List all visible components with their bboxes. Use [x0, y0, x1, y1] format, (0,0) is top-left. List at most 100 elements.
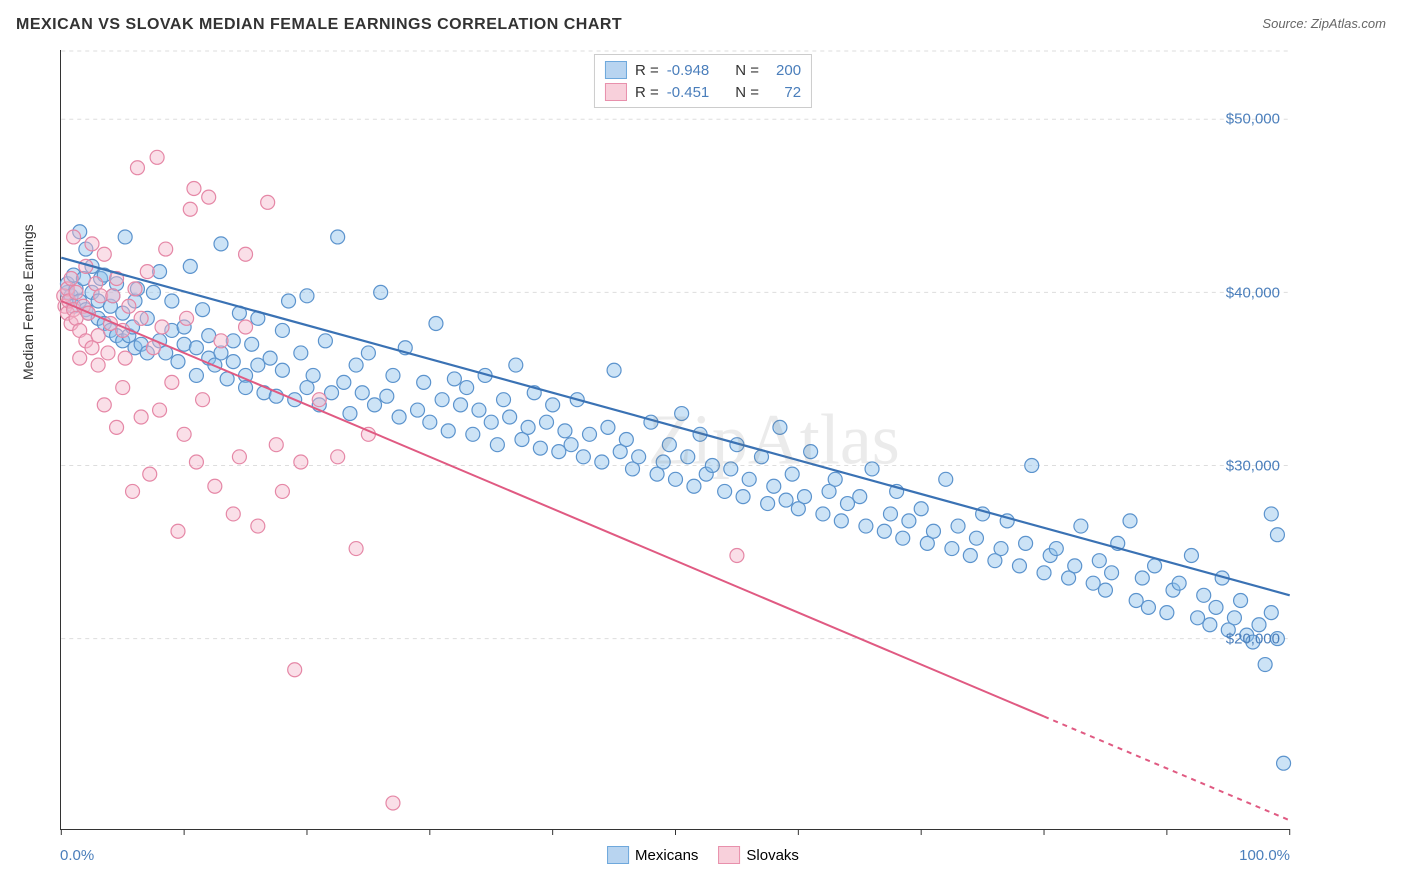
scatter-point — [509, 358, 523, 372]
scatter-point — [91, 329, 105, 343]
r-value: -0.948 — [667, 62, 710, 79]
scatter-point — [349, 358, 363, 372]
trend-line — [61, 301, 1044, 716]
scatter-point — [552, 445, 566, 459]
scatter-point — [140, 265, 154, 279]
scatter-point — [183, 259, 197, 273]
scatter-point — [1012, 559, 1026, 573]
scatter-point — [97, 398, 111, 412]
scatter-point — [189, 368, 203, 382]
legend-swatch — [605, 61, 627, 79]
scatter-point — [1227, 611, 1241, 625]
chart-container: MEXICAN VS SLOVAK MEDIAN FEMALE EARNINGS… — [10, 10, 1396, 882]
scatter-point — [1234, 594, 1248, 608]
scatter-point — [945, 542, 959, 556]
scatter-point — [288, 663, 302, 677]
scatter-point — [675, 407, 689, 421]
scatter-point — [564, 438, 578, 452]
scatter-point — [122, 299, 136, 313]
scatter-point — [294, 346, 308, 360]
scatter-point — [368, 398, 382, 412]
scatter-point — [1264, 507, 1278, 521]
y-tick-label: $20,000 — [1226, 631, 1280, 648]
scatter-point — [804, 445, 818, 459]
chart-title: MEXICAN VS SLOVAK MEDIAN FEMALE EARNINGS… — [16, 16, 622, 34]
scatter-point — [1191, 611, 1205, 625]
scatter-point — [312, 393, 326, 407]
scatter-point — [275, 323, 289, 337]
scatter-point — [128, 282, 142, 296]
scatter-point — [914, 502, 928, 516]
scatter-point — [1184, 548, 1198, 562]
scatter-point — [779, 493, 793, 507]
n-value: 200 — [767, 62, 801, 79]
scatter-point — [1141, 600, 1155, 614]
legend-swatch — [605, 83, 627, 101]
scatter-point — [343, 407, 357, 421]
scatter-point — [533, 441, 547, 455]
scatter-point — [896, 531, 910, 545]
scatter-point — [460, 381, 474, 395]
legend-swatch — [718, 846, 740, 864]
scatter-point — [1098, 583, 1112, 597]
legend-top-row: R =-0.451N =72 — [605, 81, 801, 103]
scatter-point — [1277, 756, 1291, 770]
scatter-point — [601, 420, 615, 434]
y-tick-label: $30,000 — [1226, 458, 1280, 475]
scatter-point — [1203, 618, 1217, 632]
scatter-point — [263, 351, 277, 365]
scatter-point — [226, 355, 240, 369]
scatter-point — [146, 285, 160, 299]
scatter-point — [1068, 559, 1082, 573]
trend-line — [61, 258, 1289, 596]
scatter-point — [386, 368, 400, 382]
scatter-point — [1252, 618, 1266, 632]
scatter-point — [1160, 606, 1174, 620]
scatter-point — [454, 398, 468, 412]
scatter-point — [724, 462, 738, 476]
scatter-point — [134, 311, 148, 325]
scatter-svg — [61, 50, 1290, 829]
scatter-point — [466, 427, 480, 441]
legend-bottom-item: Slovaks — [718, 846, 799, 864]
scatter-point — [275, 484, 289, 498]
scatter-point — [226, 507, 240, 521]
scatter-point — [497, 393, 511, 407]
scatter-point — [669, 472, 683, 486]
scatter-point — [1172, 576, 1186, 590]
scatter-point — [165, 294, 179, 308]
scatter-point — [865, 462, 879, 476]
scatter-point — [902, 514, 916, 528]
scatter-point — [1019, 536, 1033, 550]
scatter-point — [1264, 606, 1278, 620]
scatter-point — [632, 450, 646, 464]
scatter-point — [447, 372, 461, 386]
scatter-point — [840, 497, 854, 511]
scatter-point — [73, 351, 87, 365]
scatter-point — [294, 455, 308, 469]
scatter-point — [177, 427, 191, 441]
scatter-point — [767, 479, 781, 493]
scatter-point — [411, 403, 425, 417]
r-label: R = — [635, 84, 659, 101]
scatter-point — [687, 479, 701, 493]
scatter-point — [797, 490, 811, 504]
legend-top: R =-0.948N =200R =-0.451N =72 — [594, 54, 812, 108]
scatter-point — [130, 161, 144, 175]
scatter-point — [91, 358, 105, 372]
scatter-point — [118, 351, 132, 365]
scatter-point — [361, 346, 375, 360]
scatter-point — [1270, 528, 1284, 542]
scatter-point — [1086, 576, 1100, 590]
scatter-point — [189, 455, 203, 469]
scatter-point — [232, 450, 246, 464]
scatter-point — [189, 341, 203, 355]
scatter-point — [171, 524, 185, 538]
scatter-point — [718, 484, 732, 498]
scatter-point — [730, 548, 744, 562]
scatter-point — [521, 420, 535, 434]
legend-swatch — [607, 846, 629, 864]
scatter-point — [484, 415, 498, 429]
scatter-point — [318, 334, 332, 348]
x-axis-min-label: 0.0% — [60, 847, 94, 864]
